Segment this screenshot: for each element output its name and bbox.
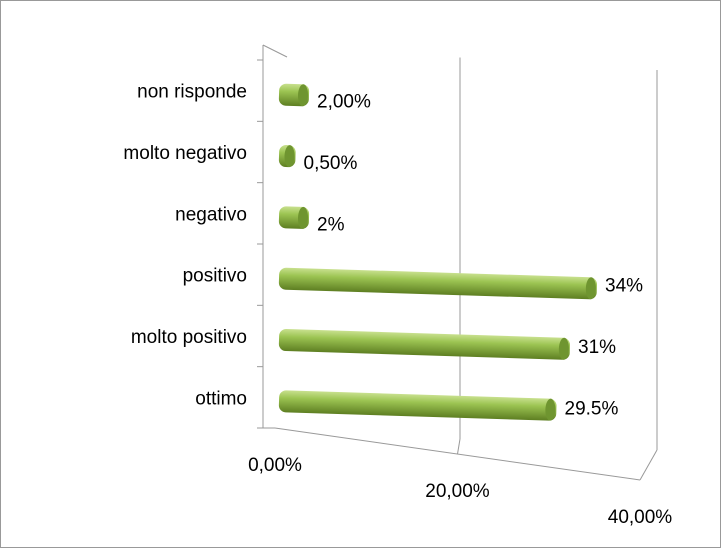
value-label: 2,00% [317,92,371,113]
bar-cap [545,398,556,421]
y-tick-label: molto negativo [123,143,247,164]
bar-cap [585,277,596,300]
bar-group [278,390,557,421]
value-label: 2% [317,214,345,235]
x-tick-label: 0,00% [248,455,302,476]
bar [278,390,557,421]
bar-group [278,83,310,107]
bar-group [278,145,296,168]
bar [278,267,597,300]
bar-cap [558,337,569,360]
floor-line [457,438,461,455]
value-label: 29.5% [565,398,619,419]
value-label: 31% [578,337,616,358]
y-tick-label: positivo [183,266,247,287]
bar [278,329,570,360]
bar-cap [284,145,295,168]
y-tick-label: molto positivo [131,327,247,348]
y-tick-label: non risponde [137,82,247,103]
bar-group [278,329,570,360]
floor-line [639,449,658,481]
y-tick-label: ottimo [195,388,247,409]
bar-cap [297,84,309,107]
x-tick-label: 20,00% [425,481,490,502]
bar-group [278,267,597,300]
y-tick-label: negativo [175,204,247,225]
value-label: 0,50% [304,153,358,174]
value-label: 34% [605,276,643,297]
x-tick-label: 40,00% [608,507,673,528]
bar-group [278,206,310,229]
bar-cap [297,206,309,229]
back-wall-top [262,44,288,58]
